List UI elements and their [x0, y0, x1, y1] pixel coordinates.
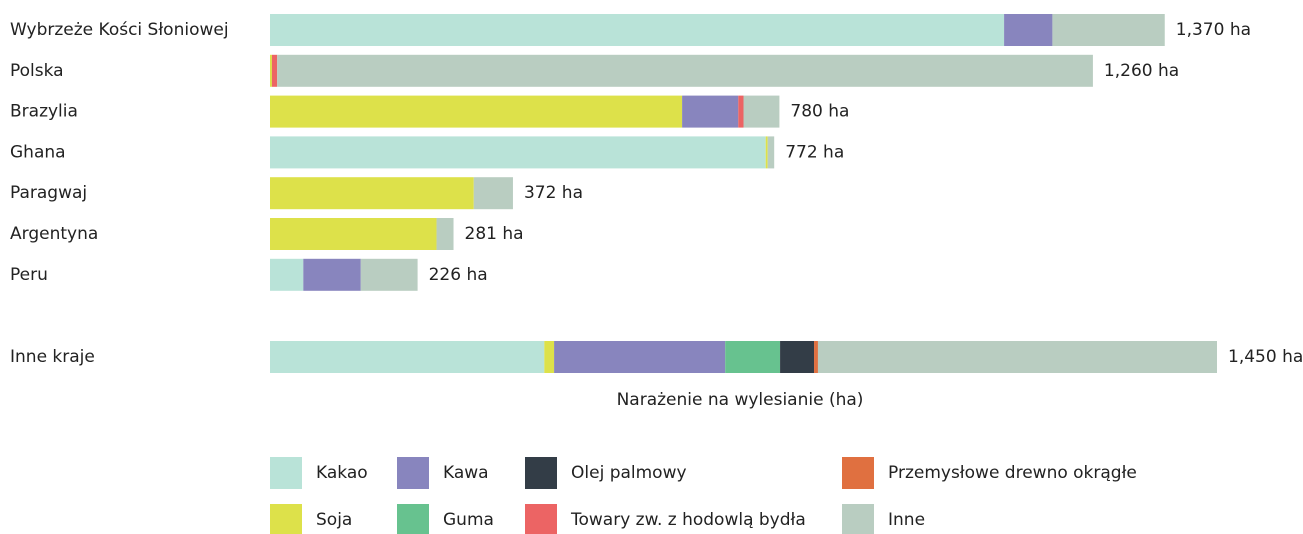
legend-swatch	[397, 457, 429, 489]
category-label: Wybrzeże Kości Słoniowej	[10, 20, 229, 40]
category-label: Paragwaj	[10, 183, 87, 203]
legend-label: Kakao	[316, 463, 368, 483]
bar-segment	[554, 341, 726, 373]
bar-segment	[544, 341, 555, 373]
bar-segment	[270, 177, 474, 210]
bar-segment	[277, 54, 1093, 87]
category-label: Peru	[10, 265, 48, 285]
bar-segment	[270, 95, 683, 128]
legend-swatch	[842, 504, 874, 534]
bar-segment	[271, 54, 278, 87]
legend-label: Soja	[316, 510, 352, 530]
bar-segment	[303, 258, 361, 291]
bar-segment	[743, 95, 780, 128]
bar-segment	[270, 136, 766, 169]
total-label: 780 ha	[790, 102, 849, 122]
legend-swatch	[525, 457, 557, 489]
bar-segment	[473, 177, 513, 210]
bar-segment	[814, 341, 818, 373]
bar-segment	[817, 341, 1217, 373]
bar-segment	[1004, 14, 1053, 46]
category-label: Polska	[10, 61, 64, 81]
total-label: 772 ha	[785, 142, 844, 162]
total-label: 1,260 ha	[1104, 61, 1179, 81]
legend-label: Olej palmowy	[571, 463, 687, 483]
bar-segment	[767, 136, 775, 169]
bar-segment	[270, 258, 304, 291]
bar-segment	[1052, 14, 1165, 46]
bar-segment	[270, 54, 272, 87]
legend-label: Guma	[443, 510, 494, 530]
bar-segment	[780, 341, 815, 373]
bar-segment	[436, 218, 454, 250]
bar-segment	[682, 95, 739, 128]
bar-segment	[738, 95, 744, 128]
legend-label: Towary zw. z hodowlą bydła	[570, 510, 806, 530]
total-label: 372 ha	[524, 183, 583, 203]
bar-segment	[270, 14, 1005, 46]
legend-label: Kawa	[443, 463, 489, 483]
legend-swatch	[397, 504, 429, 534]
bar-segment	[725, 341, 781, 373]
legend-swatch	[525, 504, 557, 534]
total-label: 1,450 ha	[1228, 347, 1303, 367]
bar-segment	[765, 136, 768, 169]
total-label: 1,370 ha	[1176, 20, 1251, 40]
x-axis-label: Narażenie na wylesianie (ha)	[617, 390, 864, 410]
category-label: Inne kraje	[10, 347, 95, 367]
legend-swatch	[842, 457, 874, 489]
category-label: Brazylia	[10, 102, 78, 122]
category-label: Argentyna	[10, 224, 98, 244]
bar-segment	[360, 258, 418, 291]
legend-swatch	[270, 504, 302, 534]
legend-label: Inne	[888, 510, 925, 530]
category-label: Ghana	[10, 142, 66, 162]
bar-segment	[270, 341, 545, 373]
total-label: 226 ha	[429, 265, 488, 285]
legend-swatch	[270, 457, 302, 489]
bar-segment	[270, 218, 437, 250]
legend-label: Przemysłowe drewno okrągłe	[888, 463, 1137, 483]
total-label: 281 ha	[465, 224, 524, 244]
